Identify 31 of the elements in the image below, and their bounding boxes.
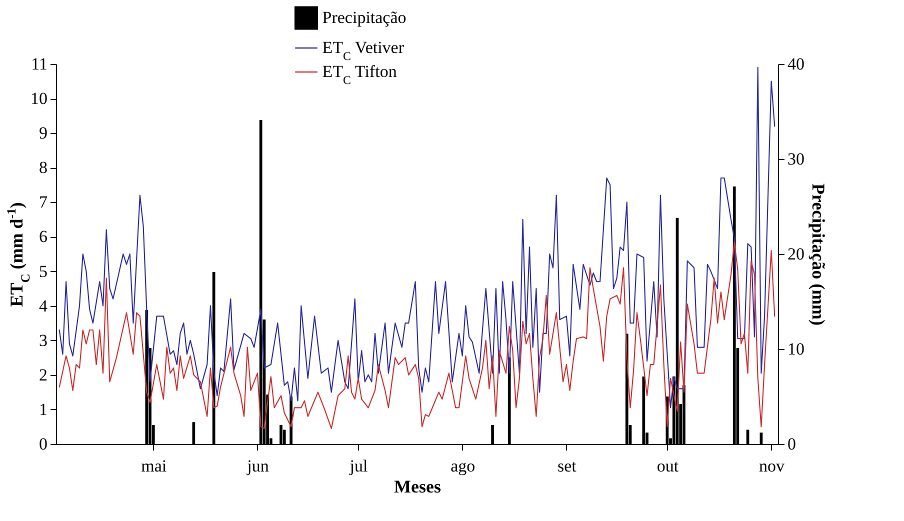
x-tick-label: out: [656, 456, 679, 476]
y-tick-label: 10: [30, 89, 48, 108]
y-tick-label: 7: [39, 192, 48, 212]
y-tick-label: 9: [39, 124, 48, 143]
y-tick-label: 11: [31, 54, 48, 74]
y-tick-label: 1: [39, 400, 48, 419]
y2-tick-label: 30: [788, 150, 804, 168]
y2-tick-label: 10: [788, 340, 804, 358]
line-series: [58, 66, 776, 408]
y-tick-label: 6: [39, 227, 48, 246]
y-tick-label: 2: [39, 365, 48, 384]
x-tick-label: mai: [141, 456, 167, 476]
legend-label: ET$_{C}$ Tifton: [322, 62, 398, 87]
y-tick-label: 4: [39, 296, 48, 316]
y-tick-label: 3: [39, 330, 48, 350]
legend-label: ET$_{C}$ Vetiver: [322, 38, 404, 63]
y2-axis-title: Precipitação (mm): [808, 183, 828, 326]
x-tick-label: nov: [759, 456, 786, 476]
y2-tick-label: 40: [788, 54, 804, 74]
x-tick-label: ago: [450, 456, 476, 476]
legend-label: Precipitação: [322, 8, 406, 27]
y-tick-label: 8: [39, 158, 48, 178]
line-series: [58, 241, 776, 430]
x-tick-label: jun: [246, 456, 270, 476]
y2-tick-label: 0: [788, 434, 796, 454]
x-tick-label: set: [557, 456, 577, 476]
y-tick-label: 0: [39, 434, 48, 454]
y-tick-label: 5: [39, 262, 48, 281]
y2-tick-label: 20: [788, 244, 804, 264]
x-tick-label: jul: [348, 456, 368, 476]
x-axis-title: Meses: [394, 476, 441, 496]
